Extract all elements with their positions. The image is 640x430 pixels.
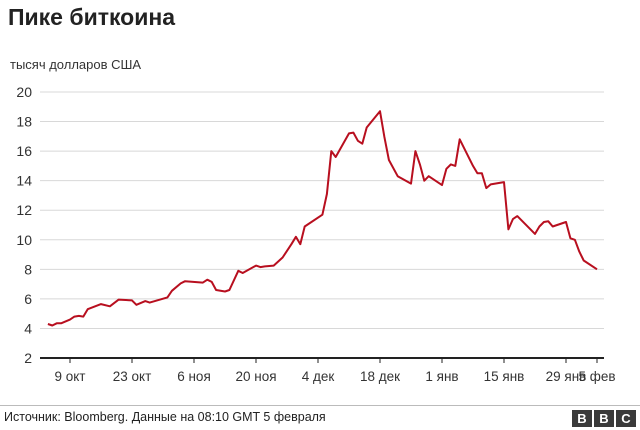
y-tick-label: 10 <box>16 232 32 248</box>
x-tick-label: 1 янв <box>425 369 458 384</box>
price-line <box>47 110 598 327</box>
x-tick-label: 18 дек <box>360 369 400 384</box>
x-tick-label: 20 ноя <box>235 369 276 384</box>
y-axis-label: тысяч долларов США <box>10 57 142 72</box>
x-tick-label: 9 окт <box>54 369 85 384</box>
y-tick-label: 14 <box>16 173 32 189</box>
x-tick-label: 4 дек <box>302 369 335 384</box>
chart-title: Пике биткоина <box>8 4 176 30</box>
y-tick-label: 2 <box>24 350 32 366</box>
y-tick-label: 18 <box>16 114 32 130</box>
y-tick-label: 4 <box>24 320 32 336</box>
y-tick-label: 6 <box>24 291 32 307</box>
line-chart: 2 4 6 8 10 12 14 16 18 20 9 окт 23 окт 6 ноя 20 ноя 4 … <box>16 84 615 384</box>
x-tick-label: 15 янв <box>484 369 525 384</box>
y-tick-label: 8 <box>24 261 32 277</box>
y-tick-label: 12 <box>16 202 32 218</box>
y-tick-label: 16 <box>16 143 32 159</box>
x-tick-label: 5 фев <box>578 369 615 384</box>
source-note: Источник: Bloomberg. Данные на 08:10 GMT… <box>4 410 326 424</box>
y-tick-label: 20 <box>16 84 32 100</box>
footer-divider <box>0 405 640 406</box>
x-tick-label: 6 ноя <box>177 369 211 384</box>
x-tick-label: 29 янв <box>546 369 587 384</box>
x-tick-label: 23 окт <box>113 369 152 384</box>
